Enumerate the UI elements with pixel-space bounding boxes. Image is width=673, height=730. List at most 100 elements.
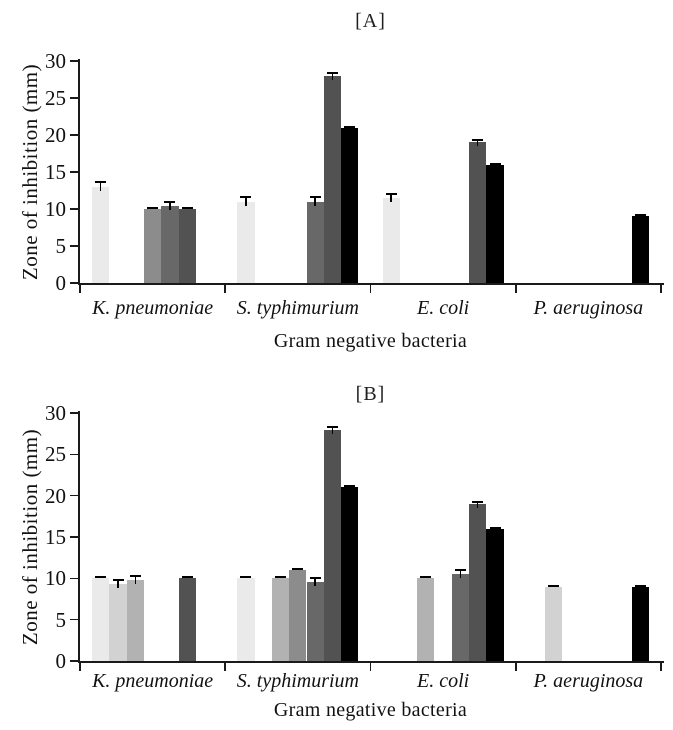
x-tick: [79, 284, 81, 293]
error-bar-cap: [112, 579, 124, 582]
error-bar-cap: [420, 576, 432, 579]
y-tick: [70, 245, 79, 247]
y-tick-label: 20: [45, 123, 66, 147]
error-bar-cap: [326, 72, 338, 75]
bar: [417, 578, 435, 661]
error-bar-stem: [117, 580, 119, 589]
error-bar-stem: [99, 182, 102, 191]
error-bar-cap: [275, 576, 287, 579]
error-bar-cap: [129, 574, 141, 577]
error-bar-cap: [95, 181, 107, 184]
error-bar-cap: [309, 195, 321, 198]
error-bar-stem: [390, 193, 392, 202]
bar: [631, 586, 649, 661]
y-tick: [70, 208, 79, 210]
y-tick: [70, 134, 79, 136]
bar: [469, 503, 487, 661]
bar: [289, 570, 307, 661]
x-tick: [224, 284, 227, 293]
bar: [306, 201, 324, 283]
bar: [545, 586, 563, 661]
y-tick: [70, 97, 79, 99]
bar: [469, 142, 487, 283]
x-tick: [514, 284, 517, 293]
bar: [126, 580, 144, 661]
x-tick: [660, 284, 662, 293]
error-bar-cap: [634, 214, 646, 217]
y-axis-line: [78, 59, 80, 285]
error-bar-cap: [385, 192, 397, 195]
error-bar-stem: [476, 501, 479, 508]
y-tick-label: 0: [55, 649, 67, 673]
bar: [143, 209, 162, 283]
bar: [631, 216, 649, 283]
x-tick: [369, 284, 372, 293]
bar: [178, 209, 196, 283]
bar: [382, 197, 400, 283]
bar: [178, 578, 196, 661]
y-tick-label: 0: [55, 271, 67, 295]
error-bar-cap: [240, 195, 252, 198]
y-tick-label: 10: [45, 197, 66, 221]
bar: [92, 186, 110, 283]
y-tick-label: 30: [45, 401, 66, 425]
category-label: E. coli: [417, 670, 470, 692]
error-bar-stem: [314, 578, 316, 587]
y-tick: [70, 453, 79, 456]
category-label: K. pneumoniae: [92, 670, 214, 692]
error-bar-stem: [245, 196, 247, 206]
y-tick: [70, 536, 79, 538]
error-bar-cap: [489, 526, 501, 529]
y-tick-label: 15: [45, 525, 66, 549]
category-label: S. typhimurium: [236, 297, 359, 319]
bar: [92, 578, 110, 661]
bar: [271, 578, 290, 661]
y-tick-label: 25: [45, 442, 66, 467]
error-bar-cap: [548, 584, 560, 587]
error-bar-stem: [134, 575, 137, 584]
y-tick-label: 20: [45, 483, 66, 508]
y-tick-label: 10: [45, 566, 66, 591]
y-tick-label: 25: [45, 86, 66, 110]
bar: [109, 584, 127, 661]
error-bar-cap: [344, 125, 356, 128]
bar: [237, 201, 255, 283]
error-bar-cap: [240, 576, 252, 579]
error-bar-cap: [309, 577, 321, 580]
error-bar-stem: [331, 427, 334, 434]
error-bar-stem: [314, 196, 316, 206]
error-bar-stem: [169, 202, 171, 211]
x-tick: [79, 662, 81, 671]
bar: [341, 487, 359, 661]
bars-layer: [80, 413, 661, 661]
y-tick: [70, 618, 79, 621]
bar: [486, 528, 504, 661]
x-axis-label: Gram negative bacteria: [273, 330, 468, 352]
y-tick: [70, 171, 79, 173]
x-axis-label: Gram negative bacteria: [273, 699, 468, 721]
x-tick: [514, 662, 517, 671]
y-tick: [70, 412, 79, 414]
error-bar-cap: [292, 568, 304, 571]
error-bar-cap: [472, 500, 484, 503]
error-bar-cap: [454, 569, 466, 572]
bar: [341, 127, 359, 283]
category-label: S. typhimurium: [236, 670, 359, 692]
y-tick: [70, 660, 79, 662]
panel-title: [A]: [355, 10, 386, 32]
error-bar-cap: [634, 584, 646, 587]
error-bar-cap: [326, 426, 338, 429]
y-tick: [70, 494, 79, 497]
y-tick-label: 30: [45, 49, 66, 73]
error-bar-stem: [331, 73, 334, 80]
category-label: P. aeruginosa: [533, 670, 644, 692]
panel-b: [B] Zone of inhibition (mm) Gram negativ…: [0, 365, 673, 730]
category-label: K. pneumoniae: [92, 297, 214, 319]
y-axis-line: [78, 411, 80, 663]
bar: [161, 206, 179, 283]
y-tick: [70, 282, 79, 284]
y-tick-label: 15: [45, 160, 66, 184]
error-bar-cap: [472, 138, 484, 141]
y-tick-label: 5: [55, 234, 67, 258]
